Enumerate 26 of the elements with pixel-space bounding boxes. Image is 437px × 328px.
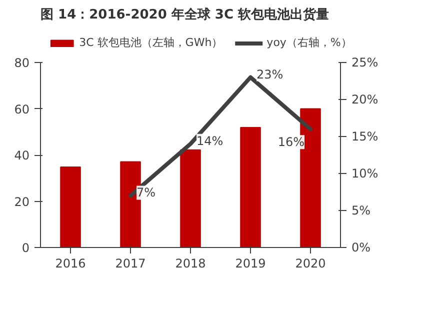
x-tick-label: 2020 [295,256,326,270]
data-label: 14% [196,134,224,148]
y-tick-label: 20 [14,194,30,209]
legend-label: yoy（右轴，%） [266,35,352,50]
x-tick-label: 2018 [175,256,206,270]
y2-tick-label: 15% [352,130,378,144]
y-tick-label: 40 [14,148,30,162]
y-tick-label: 60 [14,102,30,116]
bar [240,126,261,248]
chart-title: 图 14：2016-2020 年全球 3C 软包电池出货量 [40,6,330,22]
bar [60,166,81,248]
data-label: 23% [256,67,284,82]
x-tick-label: 2017 [115,256,146,270]
y-tick-label: 80 [14,56,30,70]
y2-tick-label: 0% [352,240,371,254]
data-label: 7% [136,186,156,200]
legend-label: 3C 软包电池（左轴，GWh） [79,35,223,50]
y2-tick-label: 10% [352,166,378,180]
y2-tick-label: 20% [352,92,378,106]
x-tick-label: 2016 [55,256,86,270]
data-label: 16% [278,135,304,150]
x-tick-label: 2019 [235,256,266,270]
y2-tick-label: 5% [352,204,371,218]
y-tick-label: 0 [22,241,30,255]
y2-tick-label: 25% [352,56,378,70]
bar [180,149,201,248]
